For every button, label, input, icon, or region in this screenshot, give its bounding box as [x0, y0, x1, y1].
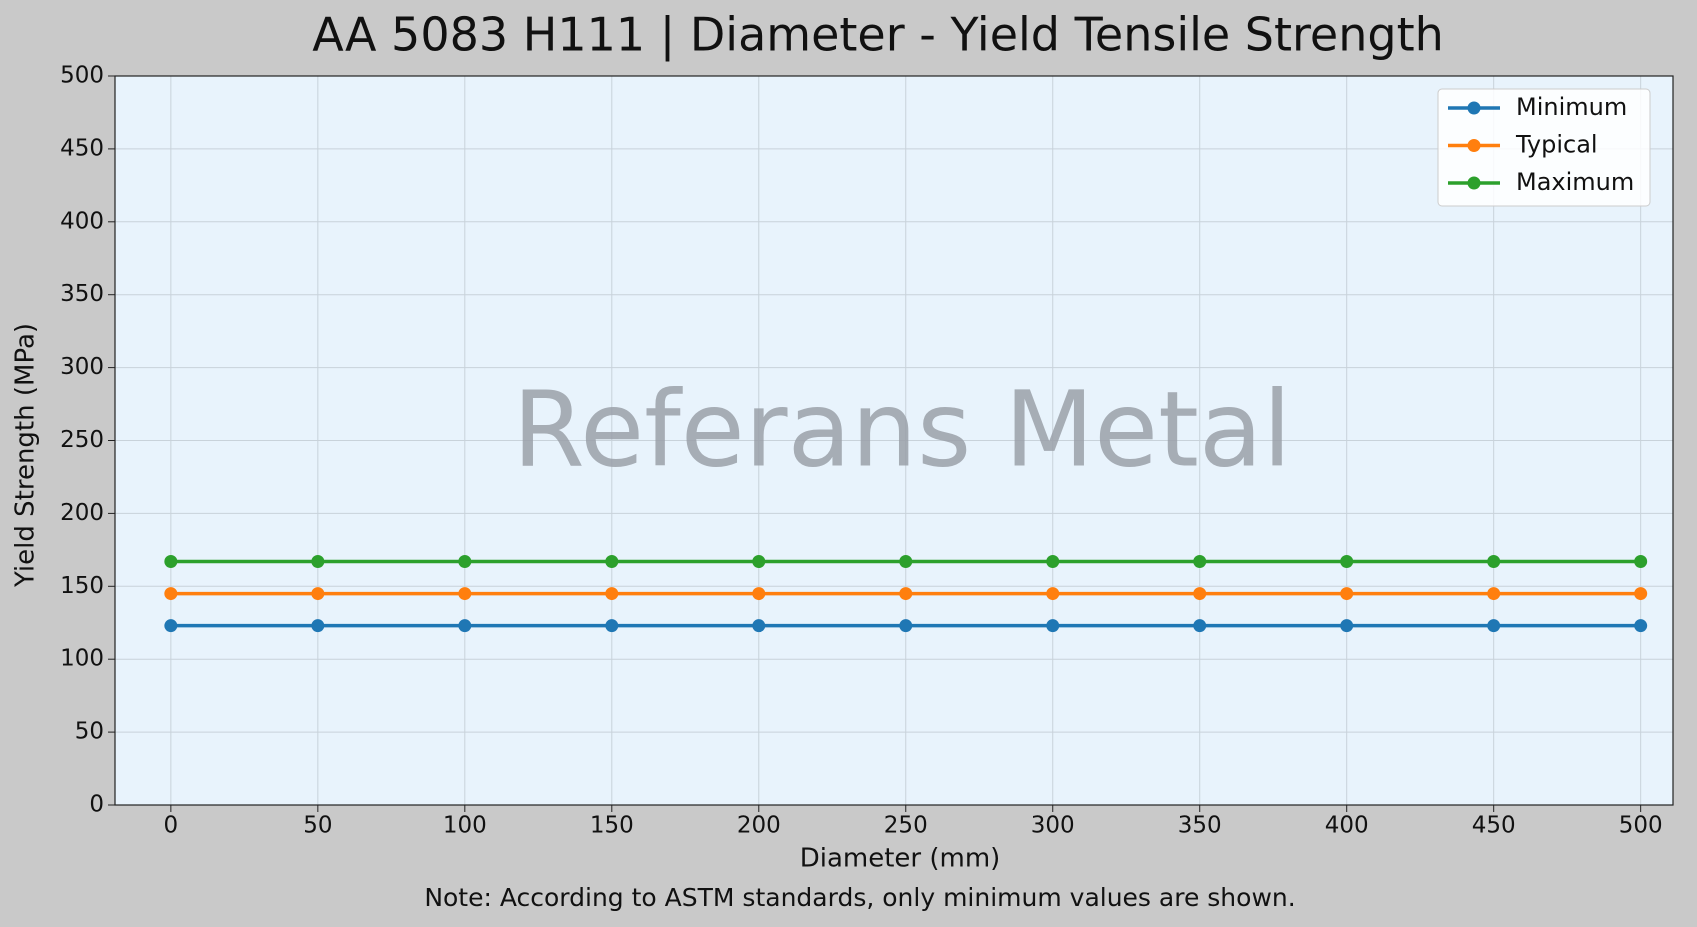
data-point — [311, 619, 325, 633]
x-tick-label: 250 — [884, 813, 928, 839]
y-tick-label: 150 — [60, 573, 104, 599]
x-tick-label: 350 — [1178, 813, 1222, 839]
data-point — [458, 555, 472, 569]
x-tick-label: 50 — [303, 813, 332, 839]
data-point — [1340, 587, 1354, 601]
x-tick-label: 150 — [590, 813, 634, 839]
x-tick-label: 450 — [1472, 813, 1516, 839]
y-tick-label: 250 — [60, 427, 104, 453]
data-point — [164, 555, 178, 569]
legend: Minimum Typical Maximum — [1437, 88, 1651, 207]
data-point — [1634, 587, 1648, 601]
data-point — [899, 555, 913, 569]
legend-label: Maximum — [1516, 168, 1634, 196]
y-tick-label: 100 — [60, 646, 104, 672]
data-point — [1193, 555, 1207, 569]
data-point — [899, 587, 913, 601]
chart-title: AA 5083 H111 | Diameter - Yield Tensile … — [312, 8, 1444, 63]
legend-label: Minimum — [1516, 93, 1627, 121]
data-point — [1340, 619, 1354, 633]
data-point — [1046, 555, 1060, 569]
note: Note: According to ASTM standards, only … — [424, 883, 1295, 912]
data-point — [1193, 619, 1207, 633]
x-tick-label: 500 — [1619, 813, 1663, 839]
x-tick-label: 0 — [164, 813, 179, 839]
data-point — [1046, 619, 1060, 633]
data-point — [1487, 555, 1501, 569]
data-point — [1193, 587, 1207, 601]
y-tick-label: 450 — [60, 135, 104, 161]
y-axis-label: Yield Strength (MPa) — [11, 323, 41, 588]
y-tick-label: 500 — [60, 63, 104, 89]
data-point — [605, 587, 619, 601]
x-tick-label: 200 — [737, 813, 781, 839]
data-point — [1046, 587, 1060, 601]
y-tick-label: 50 — [75, 719, 104, 745]
data-point — [605, 619, 619, 633]
watermark: Referans Metal — [513, 368, 1292, 490]
x-tick-label: 400 — [1325, 813, 1369, 839]
data-point — [311, 555, 325, 569]
y-tick-label: 400 — [60, 208, 104, 234]
data-point — [899, 619, 913, 633]
data-point — [1487, 619, 1501, 633]
data-point — [311, 587, 325, 601]
data-point — [605, 555, 619, 569]
x-tick-label: 100 — [443, 813, 487, 839]
legend-marker — [1467, 101, 1481, 115]
x-tick-label: 300 — [1031, 813, 1075, 839]
y-tick-label: 200 — [60, 500, 104, 526]
data-point — [458, 619, 472, 633]
legend-box — [1437, 88, 1651, 207]
data-point — [752, 555, 766, 569]
grid — [115, 75, 1673, 806]
data-point — [752, 587, 766, 601]
data-point — [1487, 587, 1501, 601]
y-tick-label: 0 — [89, 792, 104, 818]
data-point — [164, 587, 178, 601]
data-point — [1340, 555, 1354, 569]
x-axis-label: Diameter (mm) — [800, 844, 1001, 874]
data-point — [458, 587, 472, 601]
data-point — [1634, 619, 1648, 633]
legend-marker — [1467, 176, 1481, 190]
data-point — [1634, 555, 1648, 569]
legend-label: Typical — [1515, 131, 1598, 159]
data-point — [164, 619, 178, 633]
y-tick-label: 300 — [60, 354, 104, 380]
data-point — [752, 619, 766, 633]
marks — [164, 555, 1648, 633]
y-tick-label: 350 — [60, 281, 104, 307]
legend-marker — [1467, 139, 1481, 152]
